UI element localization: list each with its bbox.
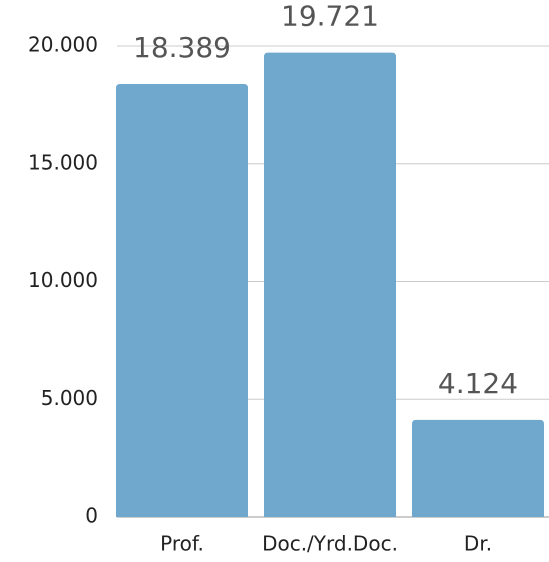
value-label: 4.124	[438, 367, 518, 400]
x-tick-label: Dr.	[464, 532, 492, 556]
y-tick-label: 5.000	[41, 386, 98, 410]
value-label: 19.721	[281, 0, 379, 33]
bar	[412, 419, 544, 517]
bar	[264, 52, 396, 518]
y-tick-label: 10.000	[28, 268, 98, 292]
x-tick-label: Prof.	[160, 532, 204, 556]
y-tick-label: 0	[85, 504, 98, 528]
x-tick-label: Doc./Yrd.Doc.	[262, 532, 398, 556]
y-tick-label: 20.000	[28, 33, 98, 57]
y-tick-label: 15.000	[28, 150, 98, 174]
value-label: 18.389	[133, 31, 231, 64]
bar	[116, 83, 248, 517]
